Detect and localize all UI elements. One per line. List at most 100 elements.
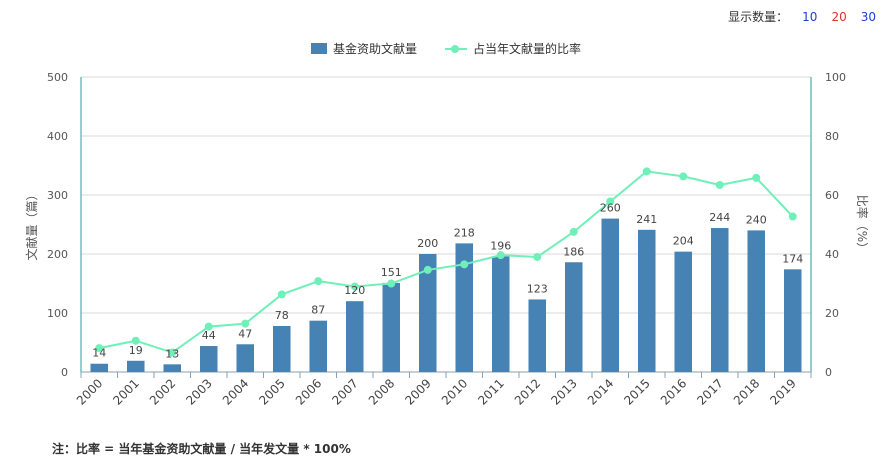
bar (199, 346, 218, 372)
chart-legend: 基金资助文献量 占当年文献量的比率 (0, 40, 892, 57)
legend-item-ratio[interactable]: 占当年文献量的比率 (445, 40, 581, 57)
bar-data-label: 174 (782, 252, 803, 265)
bar (601, 218, 620, 372)
x-tick-label: 2018 (731, 376, 762, 407)
x-tick-label: 2001 (110, 376, 141, 407)
ratio-point (350, 282, 359, 291)
ratio-point (533, 252, 542, 261)
x-tick-label: 2009 (402, 376, 433, 407)
y-right-tick-label: 40 (825, 248, 839, 261)
x-tick-label: 2003 (183, 376, 214, 407)
bar (345, 301, 364, 372)
x-tick-label: 2016 (658, 376, 689, 407)
x-tick-label: 2019 (767, 376, 798, 407)
y-left-tick-label: 200 (47, 248, 68, 261)
bar (272, 325, 291, 372)
display-count-10[interactable]: 10 (802, 9, 818, 24)
ratio-point (642, 167, 651, 176)
ratio-point (752, 173, 761, 182)
bar (126, 360, 145, 372)
bar (491, 256, 510, 372)
ratio-point (788, 212, 797, 221)
y-left-axis-title: 文献量（篇） (24, 188, 39, 260)
ratio-point (460, 260, 469, 269)
footnote: 注：比率 = 当年基金资助文献量 / 当年发文量 * 100% (52, 442, 351, 456)
ratio-point (95, 344, 104, 353)
ratio-point (423, 265, 432, 274)
bar-data-label: 241 (636, 213, 657, 226)
bar-data-label: 218 (454, 226, 475, 239)
y-left-tick-label: 400 (47, 130, 68, 143)
display-count-20[interactable]: 20 (831, 9, 847, 24)
y-left-tick-label: 100 (47, 307, 68, 320)
ratio-line (99, 170, 794, 354)
bar (455, 243, 474, 372)
display-count-label: 显示数量： (728, 10, 789, 24)
bar (163, 364, 182, 372)
bar (309, 320, 328, 372)
bar-data-label: 244 (709, 211, 730, 224)
display-count-30[interactable]: 30 (860, 9, 876, 24)
x-tick-label: 2008 (366, 376, 397, 407)
x-tick-label: 2014 (585, 376, 616, 407)
y-right-tick-label: 60 (825, 189, 839, 202)
x-tick-label: 2011 (475, 376, 506, 407)
y-right-axis-title: 比率（%） (855, 195, 870, 254)
ratio-point (314, 277, 323, 286)
bar (564, 262, 583, 372)
bar (528, 299, 547, 372)
bar-data-label: 196 (490, 239, 511, 252)
ratio-point (569, 227, 578, 236)
bar-data-label: 200 (417, 237, 438, 250)
bar-data-label: 120 (344, 284, 365, 297)
y-left-tick-label: 500 (47, 71, 68, 84)
ratio-point (387, 279, 396, 288)
bar (418, 254, 437, 372)
bar (747, 230, 766, 372)
bar-data-label: 204 (673, 235, 694, 248)
bar-data-label: 186 (563, 245, 584, 258)
bar (90, 363, 109, 372)
legend-bar-swatch (310, 43, 327, 54)
ratio-point (204, 322, 213, 331)
ratio-point (606, 197, 615, 206)
bar-data-label: 260 (600, 202, 621, 215)
bar (382, 282, 401, 372)
ratio-point (168, 348, 177, 357)
legend-label-funded-count: 基金资助文献量 (332, 42, 417, 56)
y-left-tick-label: 0 (61, 366, 68, 379)
bar (783, 269, 802, 372)
y-right-tick-label: 20 (825, 307, 839, 320)
y-left-tick-label: 300 (47, 189, 68, 202)
ratio-point (277, 290, 286, 299)
y-right-tick-label: 100 (825, 71, 846, 84)
ratio-point (131, 336, 140, 345)
legend-line-swatch (445, 43, 467, 55)
bar-data-label: 240 (746, 213, 767, 226)
bar (674, 251, 693, 372)
bar (236, 344, 255, 372)
y-right-tick-label: 0 (825, 366, 832, 379)
legend-label-ratio: 占当年文献量的比率 (473, 42, 582, 56)
bar (637, 229, 656, 372)
x-tick-label: 2010 (439, 376, 470, 407)
y-right-tick-label: 80 (825, 130, 839, 143)
legend-item-funded-count[interactable]: 基金资助文献量 (310, 40, 417, 57)
bar-data-label: 78 (275, 309, 289, 322)
x-tick-label: 2015 (621, 376, 652, 407)
x-tick-label: 2006 (293, 376, 324, 407)
ratio-point (679, 172, 688, 181)
x-tick-label: 2005 (256, 376, 287, 407)
bar-data-label: 44 (202, 329, 216, 342)
bar-data-label: 151 (381, 266, 402, 279)
x-tick-label: 2004 (220, 376, 251, 407)
bar-data-label: 14 (92, 347, 106, 360)
bar-data-label: 13 (165, 347, 179, 360)
bar-data-label: 123 (527, 282, 548, 295)
ratio-point (241, 319, 250, 328)
bar-data-label: 19 (129, 344, 143, 357)
x-tick-label: 2017 (694, 376, 725, 407)
display-count-control: 显示数量： 10 20 30 (728, 8, 876, 25)
x-tick-label: 2012 (512, 376, 543, 407)
